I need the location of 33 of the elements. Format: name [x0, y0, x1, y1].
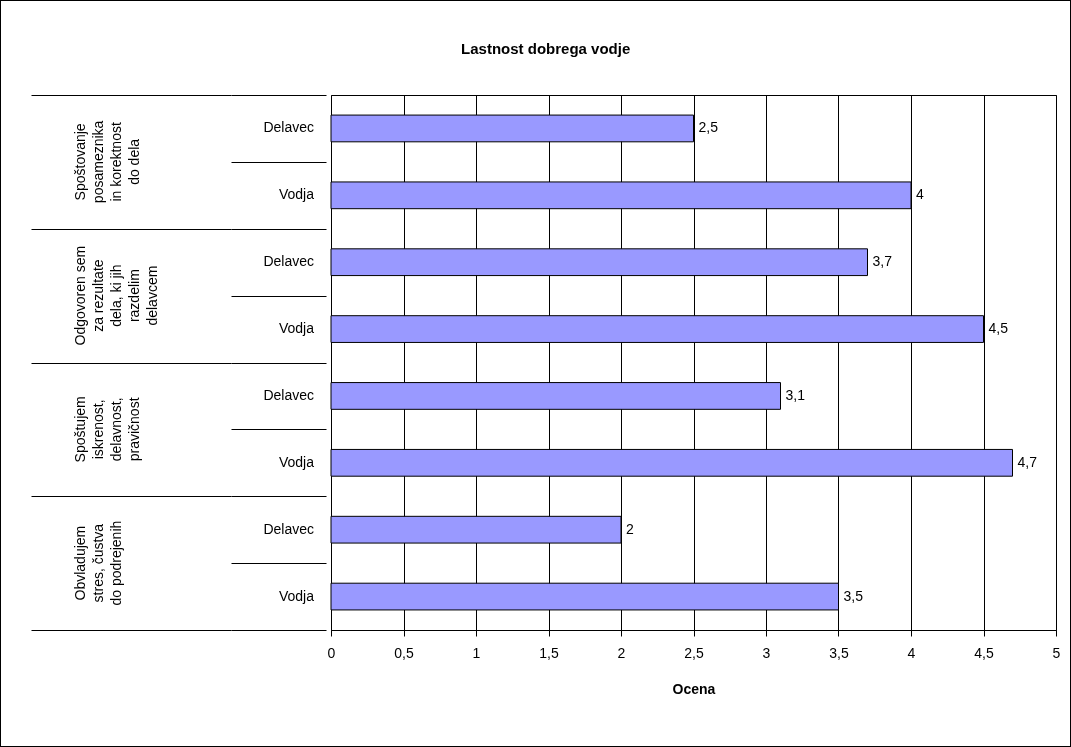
x-tick-label: 1,5	[539, 644, 559, 661]
text: Obvladujem stres, čustva do podrejenih	[72, 520, 124, 606]
x-tick-label: 0	[327, 644, 336, 661]
x-tick-label: 4	[907, 644, 916, 661]
text: Spoštovanje posameznika in korektnost do dela	[72, 120, 142, 204]
data-label: 4,7	[1017, 453, 1038, 470]
x-tick-label: 1	[472, 644, 481, 661]
data-label: 2	[626, 520, 634, 537]
chart-title: Lastnost dobrega vodje	[461, 39, 631, 57]
x-tick-label: 0,5	[394, 644, 414, 661]
x-tick-label: 3,5	[829, 644, 849, 661]
data-label: 4	[916, 186, 924, 203]
y-tick-label: Vodja	[278, 186, 315, 203]
y-tick-label: Vodja	[278, 587, 315, 604]
data-label: 2,5	[698, 119, 719, 136]
x-tick-label: 2,5	[684, 644, 704, 661]
x-tick-label: 3	[762, 644, 771, 661]
y-tick-label: Vodja	[278, 453, 315, 470]
y-tick-label: Vodja	[278, 320, 315, 337]
x-tick-label: 5	[1052, 644, 1061, 661]
x-axis-title: Ocena	[672, 680, 716, 697]
data-label: 3,5	[843, 587, 864, 604]
data-label: 3,7	[872, 253, 893, 270]
data-label: 3,1	[785, 386, 806, 403]
text: Spoštujem iskrenost, delavnost, pravičnost	[72, 396, 142, 463]
y-tick-label: Delavec	[263, 386, 314, 403]
x-tick-label: 2	[617, 644, 626, 661]
text: Odgovoren sem za rezultate dela, ki jih razdelim delavcem	[72, 245, 160, 346]
y-tick-label: Delavec	[263, 520, 314, 537]
y-tick-label: Delavec	[263, 253, 314, 270]
data-label: 4,5	[988, 320, 1009, 337]
y-tick-label: Delavec	[263, 119, 314, 136]
x-tick-label: 4,5	[974, 644, 994, 661]
